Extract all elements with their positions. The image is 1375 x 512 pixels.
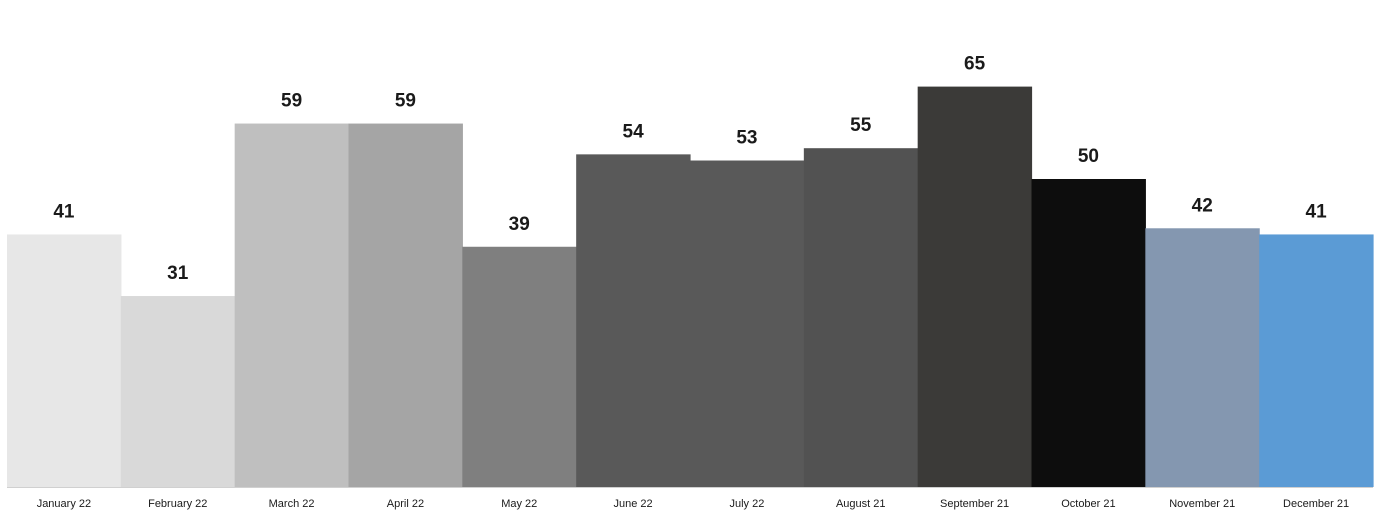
bar-may-22 xyxy=(462,246,577,487)
bar-march-22 xyxy=(234,123,350,487)
value-label: 42 xyxy=(1192,195,1213,216)
value-label: 41 xyxy=(53,201,75,222)
category-label: December 21 xyxy=(1283,498,1349,510)
category-label: October 21 xyxy=(1061,498,1115,510)
value-labels-group: 41 31 59 59 39 54 53 55 65 50 42 41 xyxy=(53,54,1327,284)
value-label: 41 xyxy=(1306,201,1328,222)
category-label: February 22 xyxy=(148,498,207,510)
category-label: September 21 xyxy=(940,498,1009,510)
bar-december-21 xyxy=(1259,234,1374,487)
category-label: January 22 xyxy=(37,498,91,510)
category-label: November 21 xyxy=(1169,498,1235,510)
value-label: 55 xyxy=(850,115,872,136)
bar-september-21 xyxy=(917,86,1033,487)
category-label: July 22 xyxy=(729,498,764,510)
value-label: 54 xyxy=(623,121,645,142)
value-label: 65 xyxy=(964,54,986,75)
bar-august-21 xyxy=(803,148,919,487)
bar-january-22 xyxy=(7,234,122,487)
bar-november-21 xyxy=(1145,228,1260,487)
category-labels-group: January 22 February 22 March 22 April 22 May… xyxy=(37,498,1349,510)
category-label: August 21 xyxy=(836,498,886,510)
bar-october-21 xyxy=(1031,179,1146,487)
value-label: 31 xyxy=(167,263,189,284)
category-label: March 22 xyxy=(269,498,315,510)
value-label: 59 xyxy=(395,91,416,112)
value-label: 50 xyxy=(1078,146,1099,167)
value-label: 39 xyxy=(509,214,530,235)
category-label: April 22 xyxy=(387,498,424,510)
category-label: June 22 xyxy=(614,498,653,510)
value-label: 59 xyxy=(281,91,302,112)
value-label: 53 xyxy=(736,128,757,149)
bar-april-22 xyxy=(348,123,463,487)
bars-group xyxy=(7,86,1374,488)
bar-july-22 xyxy=(690,160,805,487)
bar-february-22 xyxy=(120,296,236,487)
category-label: May 22 xyxy=(501,498,537,510)
bar-june-22 xyxy=(576,154,691,488)
